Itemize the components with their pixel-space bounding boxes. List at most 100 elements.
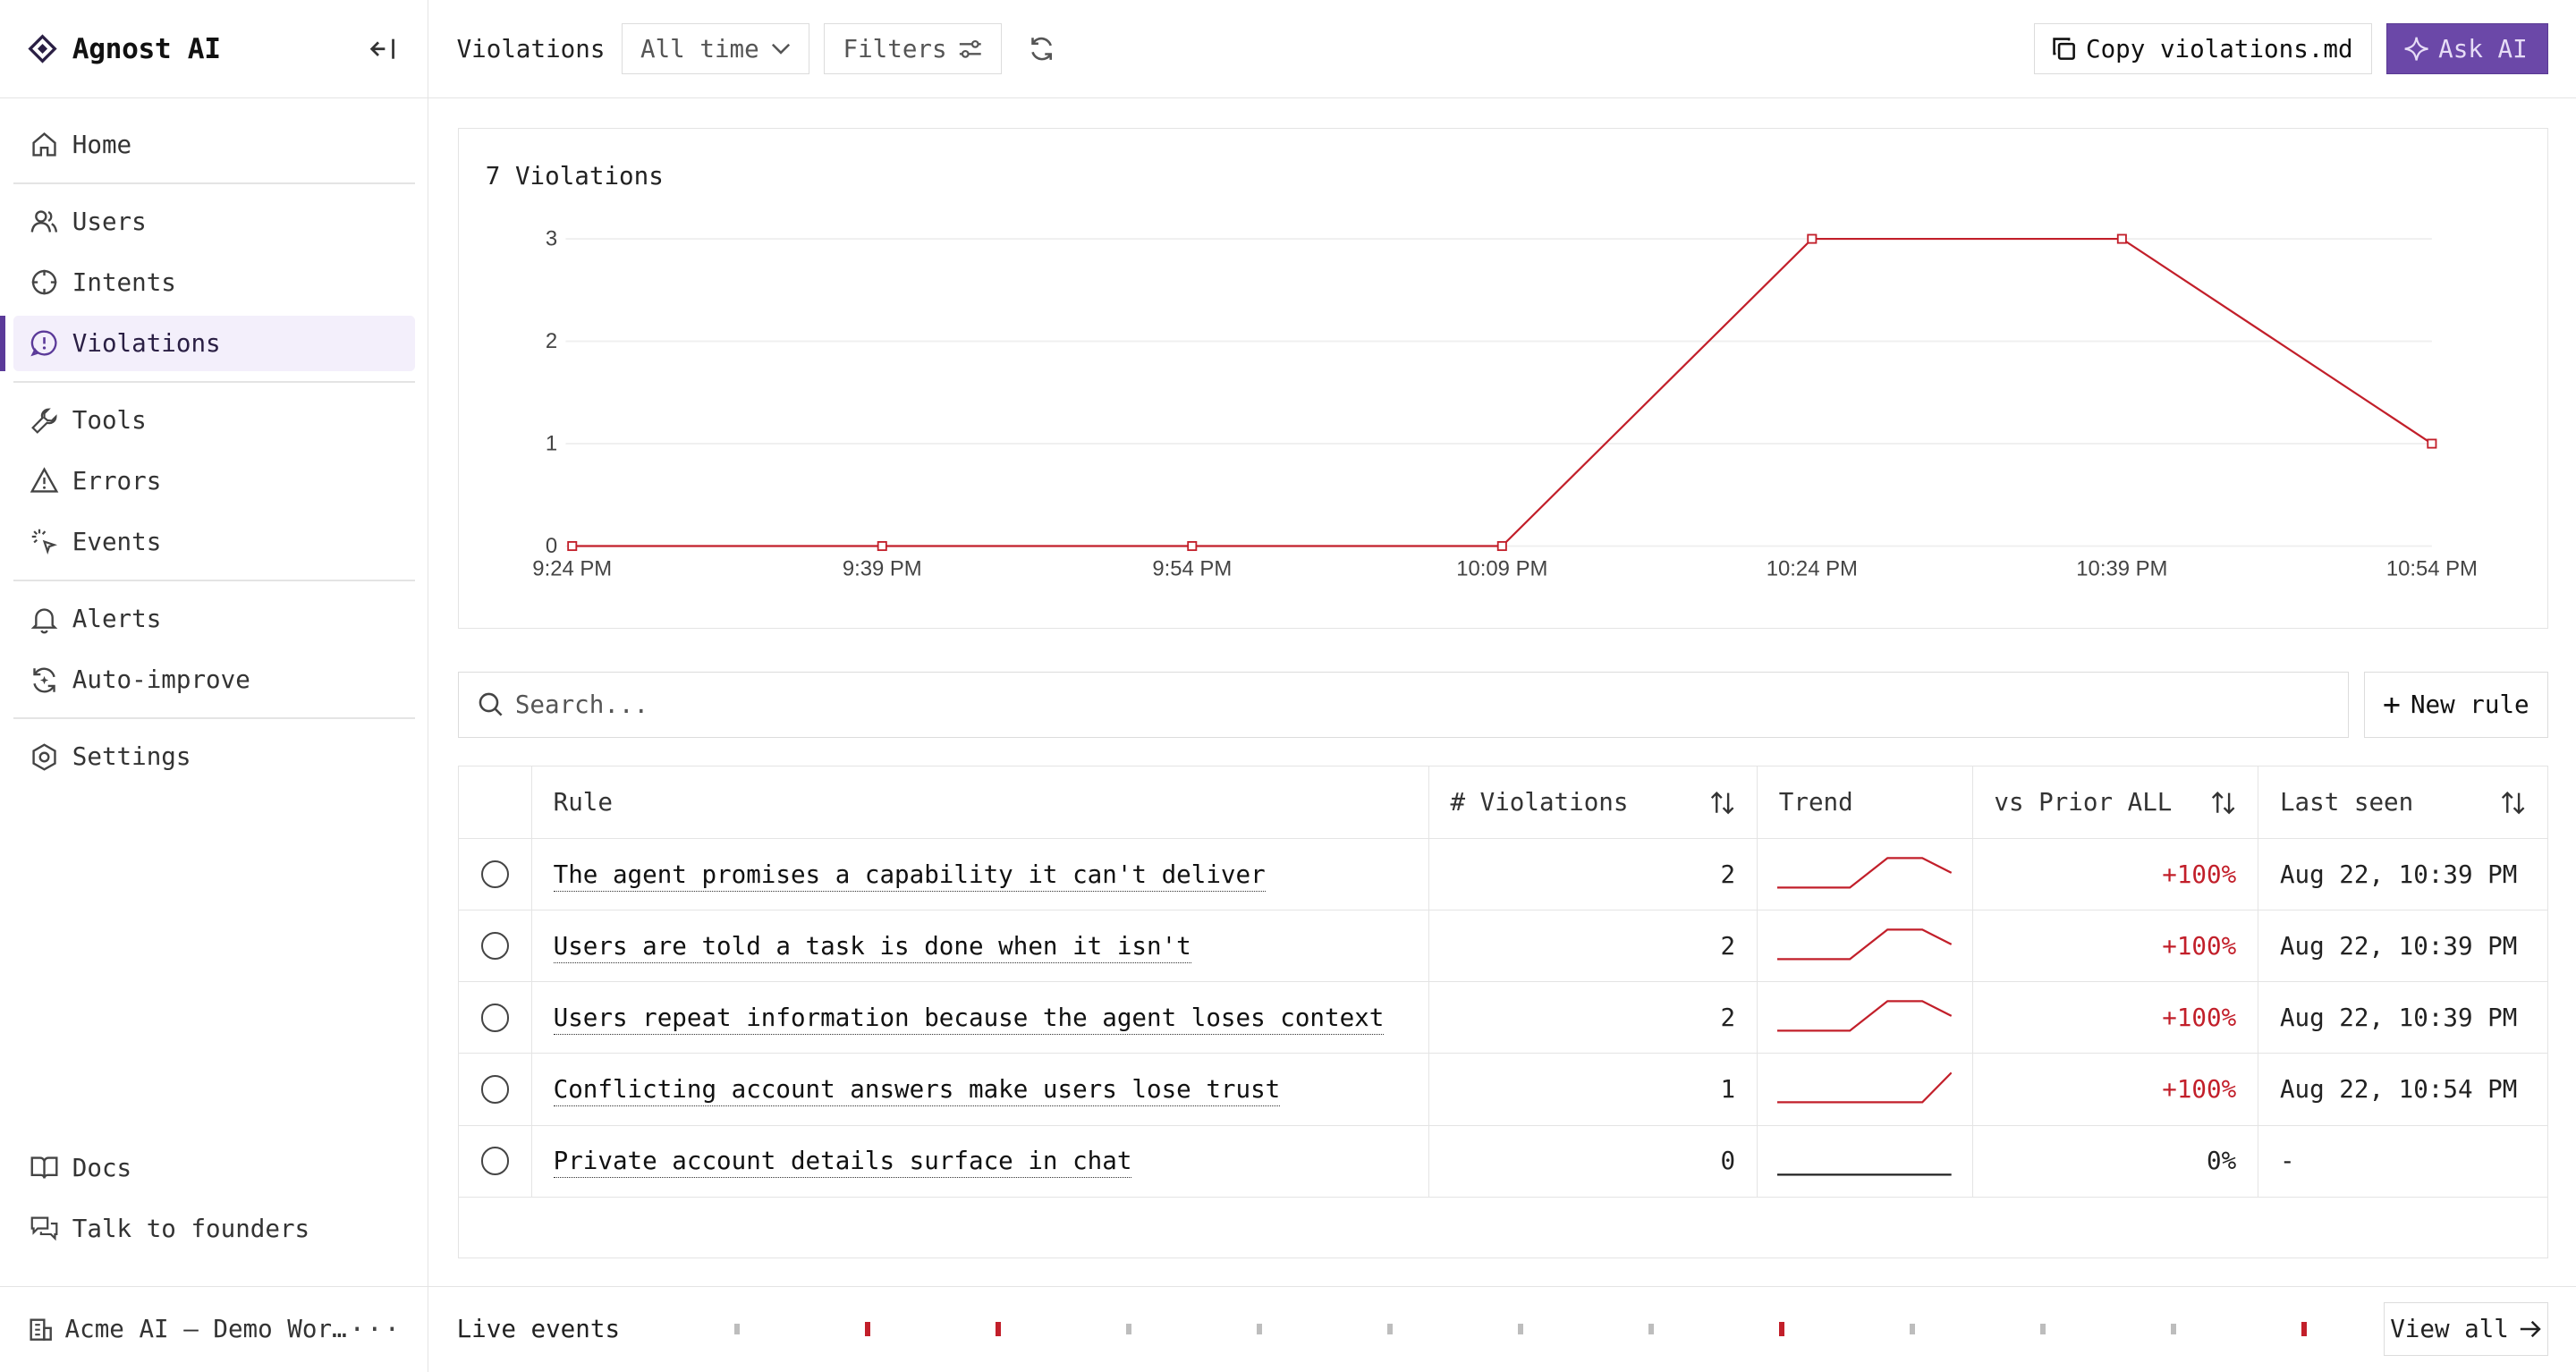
- live-event-tick[interactable]: [1518, 1323, 1523, 1335]
- sidebar-item-events[interactable]: Events: [13, 514, 415, 570]
- x-tick-label: 9:24 PM: [533, 557, 613, 581]
- live-event-tick-violation[interactable]: [2301, 1321, 2307, 1337]
- sidebar-item-label: Errors: [72, 467, 162, 495]
- top-toolbar: Violations All time Filters Cop: [428, 0, 2576, 99]
- refresh-icon[interactable]: [1017, 24, 1066, 73]
- nav-divider: [13, 580, 415, 581]
- rules-table: Rule # Violations Trend vs Prior ALL Las…: [459, 766, 2547, 1198]
- table-row[interactable]: Users are told a task is done when it is…: [459, 910, 2547, 983]
- new-rule-button[interactable]: + New rule: [2364, 672, 2548, 738]
- sidebar-item-users[interactable]: Users: [13, 194, 415, 250]
- live-events-timeline: [734, 1287, 2311, 1372]
- sort-icon[interactable]: [2210, 790, 2236, 816]
- sidebar-item-settings[interactable]: Settings: [13, 729, 415, 784]
- rule-link[interactable]: Conflicting account answers make users l…: [553, 1074, 1281, 1106]
- sidebar-item-alerts[interactable]: Alerts: [13, 591, 415, 647]
- data-point: [1497, 541, 1508, 552]
- ask-ai-button[interactable]: Ask AI: [2386, 23, 2548, 75]
- data-point: [1187, 541, 1198, 552]
- row-radio[interactable]: [480, 860, 510, 889]
- live-event-tick[interactable]: [1648, 1323, 1654, 1335]
- collapse-sidebar-icon[interactable]: [366, 30, 402, 66]
- sidebar-item-label: Events: [72, 527, 162, 556]
- live-event-tick[interactable]: [734, 1323, 740, 1335]
- brand-name[interactable]: Agnost AI: [72, 32, 221, 65]
- table-row[interactable]: Conflicting account answers make users l…: [459, 1053, 2547, 1126]
- chevron-down-icon: [771, 42, 791, 55]
- sidebar-item-label: Intents: [72, 267, 176, 297]
- live-event-tick[interactable]: [1257, 1323, 1262, 1335]
- new-rule-label: New rule: [2410, 690, 2529, 719]
- live-event-tick[interactable]: [2040, 1323, 2046, 1335]
- table-row[interactable]: The agent promises a capability it can't…: [459, 838, 2547, 911]
- more-options-icon[interactable]: ···: [349, 1314, 402, 1345]
- live-event-tick-violation[interactable]: [1779, 1321, 1784, 1337]
- live-event-tick[interactable]: [2171, 1323, 2176, 1335]
- sidebar-item-intents[interactable]: Intents: [13, 255, 415, 310]
- ask-ai-label: Ask AI: [2438, 34, 2528, 64]
- search-input[interactable]: [514, 690, 2323, 719]
- x-tick-label: 10:24 PM: [1767, 557, 1858, 581]
- copy-icon: [2050, 35, 2078, 63]
- x-tick-label: 9:39 PM: [843, 557, 922, 581]
- row-radio[interactable]: [480, 932, 510, 961]
- last-seen: -: [2258, 1125, 2547, 1198]
- y-tick-label: 1: [546, 432, 557, 456]
- live-event-tick-violation[interactable]: [865, 1321, 870, 1337]
- vs-prior-delta: 0%: [1972, 1125, 2259, 1198]
- warning-triangle-icon: [30, 466, 59, 495]
- live-event-tick-violation[interactable]: [996, 1321, 1001, 1337]
- last-seen: Aug 22, 10:39 PM: [2258, 981, 2547, 1054]
- sidebar-item-docs[interactable]: Docs: [13, 1140, 415, 1196]
- row-radio[interactable]: [480, 1075, 510, 1104]
- trend-sparkline: [1757, 1053, 1973, 1126]
- bell-icon: [30, 605, 59, 634]
- row-radio[interactable]: [480, 1004, 510, 1032]
- violations-line-chart: 0 1 2 3 9:24 PM 9:39 PM 9:54 PM 10:09 PM 10:24 P…: [533, 227, 2479, 581]
- sidebar-item-home[interactable]: Home: [13, 116, 415, 172]
- sidebar-item-label: Violations: [72, 328, 221, 358]
- copy-violations-button[interactable]: Copy violations.md: [2034, 23, 2372, 75]
- live-event-tick[interactable]: [1910, 1323, 1915, 1335]
- sidebar-item-talk-to-founders[interactable]: Talk to founders: [13, 1201, 415, 1257]
- live-event-tick[interactable]: [1126, 1323, 1131, 1335]
- live-event-tick[interactable]: [1387, 1323, 1393, 1335]
- sidebar-item-label: Alerts: [72, 605, 162, 634]
- row-select-cell: [459, 1125, 532, 1198]
- sort-icon[interactable]: [2500, 790, 2526, 816]
- table-row[interactable]: Users repeat information because the age…: [459, 981, 2547, 1054]
- refresh-sparkle-icon: [30, 665, 59, 695]
- sliders-icon: [958, 38, 983, 61]
- trend-sparkline: [1757, 1125, 1973, 1198]
- agnost-logo-icon[interactable]: [26, 32, 59, 65]
- search-box[interactable]: [458, 672, 2350, 738]
- vs-prior-column-header[interactable]: vs Prior ALL: [1972, 766, 2259, 840]
- chart-title: 7 Violations: [485, 161, 664, 191]
- time-range-value: All time: [640, 34, 759, 64]
- last-seen-column-header[interactable]: Last seen: [2258, 766, 2547, 840]
- row-radio[interactable]: [480, 1147, 510, 1175]
- arrow-right-icon: [2519, 1319, 2542, 1339]
- rule-link[interactable]: Users repeat information because the age…: [553, 1003, 1385, 1035]
- sidebar-item-errors[interactable]: Errors: [13, 453, 415, 509]
- rule-link[interactable]: Users are told a task is done when it is…: [553, 931, 1191, 963]
- table-row[interactable]: Private account details surface in chat 0…: [459, 1125, 2547, 1198]
- sparkle-click-icon: [30, 527, 59, 556]
- sort-icon[interactable]: [1709, 790, 1735, 816]
- sidebar-item-violations[interactable]: Violations: [0, 315, 415, 371]
- violations-count: 2: [1428, 910, 1758, 983]
- sidebar-item-auto-improve[interactable]: Auto-improve: [13, 652, 415, 707]
- rule-cell: Conflicting account answers make users l…: [531, 1053, 1429, 1126]
- last-seen: Aug 22, 10:39 PM: [2258, 838, 2547, 911]
- workspace-switcher[interactable]: Acme AI — Demo Workspace ···: [0, 1286, 428, 1372]
- last-seen: Aug 22, 10:54 PM: [2258, 1053, 2547, 1126]
- time-range-dropdown[interactable]: All time: [621, 23, 809, 75]
- view-all-button[interactable]: View all: [2384, 1301, 2548, 1357]
- filters-button[interactable]: Filters: [824, 23, 1003, 75]
- violations-column-header[interactable]: # Violations: [1428, 766, 1758, 840]
- rule-link[interactable]: Private account details surface in chat: [553, 1147, 1132, 1178]
- rule-link[interactable]: The agent promises a capability it can't…: [553, 860, 1266, 892]
- violations-count: 2: [1428, 838, 1758, 911]
- violations-count: 1: [1428, 1053, 1758, 1126]
- sidebar-item-tools[interactable]: Tools: [13, 393, 415, 448]
